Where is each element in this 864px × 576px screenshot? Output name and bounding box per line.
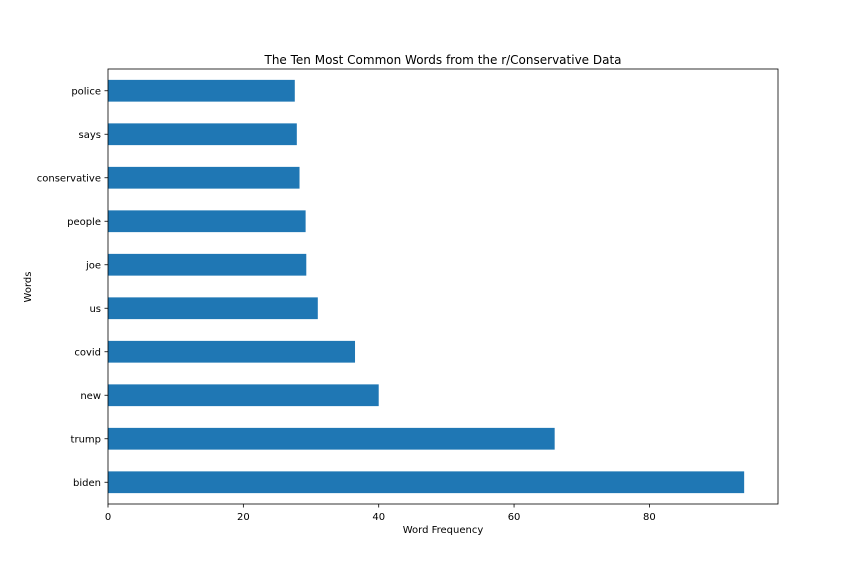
y-tick-label-covid: covid [74, 347, 101, 358]
x-tick-label-40: 40 [372, 512, 385, 523]
y-tick-label-us: us [89, 304, 101, 315]
x-tick-label-80: 80 [643, 512, 656, 523]
bar-us [108, 297, 318, 320]
y-axis-ticks: biden trump new covid us joe people conservativ… [37, 86, 108, 489]
y-tick-label-people: people [67, 217, 101, 228]
x-tick-label-60: 60 [508, 512, 521, 523]
y-tick-label-trump: trump [71, 434, 101, 445]
bar-covid [108, 340, 356, 363]
bars-group [108, 79, 745, 494]
y-tick-label-conservative: conservative [37, 173, 101, 184]
y-tick-label-police: police [71, 86, 101, 97]
plot-area-frame [107, 68, 779, 505]
bar-conservative [108, 166, 300, 189]
x-axis-label: Word Frequency [403, 525, 484, 536]
y-axis-label: Words [23, 272, 34, 303]
y-tick-label-new: new [80, 391, 101, 402]
y-tick-label-joe: joe [85, 260, 101, 271]
y-tick-label-says: says [79, 130, 101, 141]
x-tick-label-20: 20 [237, 512, 250, 523]
bar-new [108, 384, 379, 407]
chart-title: The Ten Most Common Words from the r/Con… [263, 53, 621, 67]
bar-biden [108, 471, 745, 494]
x-tick-label-0: 0 [105, 512, 111, 523]
bar-people [108, 210, 306, 233]
x-axis-ticks: 0 20 40 60 80 [105, 504, 656, 523]
y-tick-label-biden: biden [73, 478, 101, 489]
bar-police [108, 79, 295, 102]
bar-trump [108, 427, 555, 450]
bar-says [108, 123, 297, 146]
bar-joe [108, 253, 307, 276]
